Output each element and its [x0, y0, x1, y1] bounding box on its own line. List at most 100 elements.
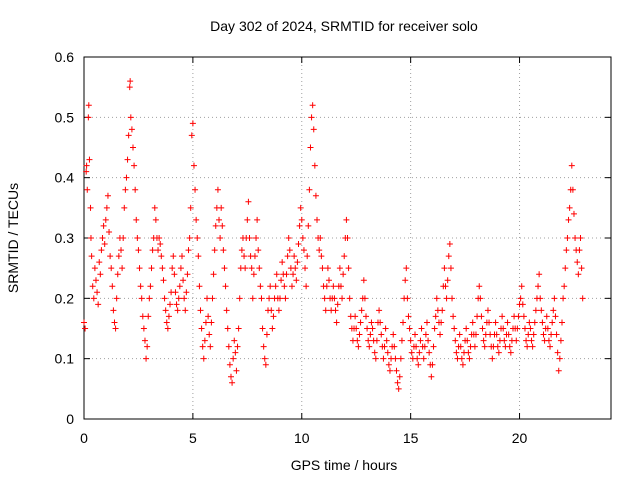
data-point: [405, 313, 412, 320]
data-point: [261, 355, 268, 362]
data-point: [378, 331, 385, 338]
data-point: [336, 265, 343, 272]
data-point: [457, 343, 464, 350]
data-point: [208, 319, 215, 326]
data-point: [82, 325, 89, 332]
data-point: [472, 331, 479, 338]
data-point: [217, 235, 224, 241]
data-point: [85, 114, 92, 121]
data-point: [249, 295, 256, 302]
data-point: [552, 313, 559, 320]
data-point: [123, 174, 130, 181]
data-point: [268, 307, 275, 314]
x-tick-label: 15: [403, 430, 419, 446]
data-point: [543, 313, 550, 320]
data-point: [524, 343, 531, 350]
data-point: [190, 162, 197, 169]
data-point: [420, 355, 427, 362]
data-point: [275, 307, 282, 314]
data-point: [302, 265, 309, 272]
data-point: [170, 253, 177, 260]
data-point: [523, 337, 530, 344]
data-point: [439, 307, 446, 314]
data-point: [555, 367, 562, 374]
data-point: [423, 319, 430, 326]
data-point: [376, 307, 383, 314]
data-point: [177, 265, 184, 272]
data-point: [181, 295, 188, 302]
data-point: [431, 325, 438, 332]
data-point: [316, 247, 323, 254]
data-point: [161, 295, 168, 302]
data-point: [339, 295, 346, 302]
data-point: [195, 253, 202, 260]
data-point: [193, 216, 200, 223]
y-tick-label: 0.2: [55, 290, 75, 306]
data-point: [494, 343, 501, 350]
data-point: [286, 247, 293, 254]
data-point: [525, 331, 532, 338]
data-point: [397, 355, 404, 362]
x-tick-label: 0: [80, 430, 88, 446]
data-point: [244, 216, 251, 223]
data-point: [418, 325, 425, 332]
data-point: [446, 241, 453, 248]
data-point: [318, 253, 325, 260]
data-point: [266, 295, 273, 302]
data-point: [294, 259, 301, 266]
data-point: [273, 271, 280, 278]
data-point: [248, 265, 255, 272]
data-point: [92, 277, 99, 284]
data-point: [578, 265, 585, 272]
data-point: [372, 355, 379, 362]
x-axis-label: GPS time / hours: [291, 457, 398, 473]
x-tick-label: 10: [294, 430, 310, 446]
data-point: [174, 307, 181, 314]
data-point: [178, 253, 185, 260]
data-point: [437, 331, 444, 338]
data-point: [425, 337, 432, 344]
data-point: [259, 325, 266, 332]
x-tick-label: 20: [512, 430, 528, 446]
data-point: [108, 265, 115, 272]
data-point: [520, 313, 527, 320]
data-point: [236, 295, 243, 302]
data-point: [368, 319, 375, 326]
data-point: [223, 307, 230, 314]
data-point: [225, 343, 232, 350]
data-point: [464, 337, 471, 344]
data-point: [307, 144, 314, 151]
data-point: [160, 277, 167, 284]
data-point: [134, 235, 141, 241]
data-point: [489, 355, 496, 362]
data-point: [549, 319, 556, 326]
data-point: [232, 349, 239, 356]
data-point: [87, 204, 94, 211]
data-point: [550, 307, 557, 314]
data-point: [216, 216, 223, 223]
data-point: [553, 331, 560, 338]
data-point: [441, 265, 448, 272]
data-point: [544, 325, 551, 332]
data-point: [568, 162, 575, 169]
data-point: [96, 259, 103, 266]
data-point: [276, 295, 283, 302]
data-point: [391, 343, 398, 350]
data-point: [84, 186, 91, 193]
data-point: [263, 331, 270, 338]
data-point: [258, 295, 265, 302]
data-point: [383, 337, 390, 344]
data-point: [122, 186, 129, 193]
data-point: [198, 325, 205, 332]
data-point: [83, 168, 90, 175]
axis-ticks: 0 0.1 0.2 0.3 0.4 0.5 0.6 0 5 10 15 20: [55, 49, 611, 446]
data-point: [382, 325, 389, 332]
data-point: [412, 331, 419, 338]
data-point: [433, 295, 440, 302]
data-point: [202, 319, 209, 326]
data-point: [364, 325, 371, 332]
data-point: [310, 126, 317, 133]
data-point: [562, 265, 569, 272]
data-point: [194, 235, 201, 241]
data-point: [394, 379, 401, 386]
